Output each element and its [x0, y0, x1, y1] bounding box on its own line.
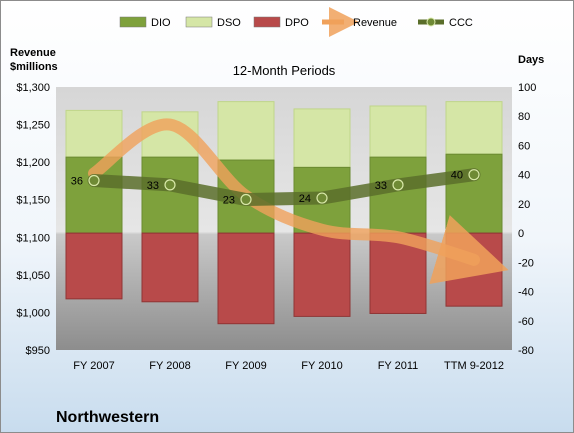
company-name: Northwestern	[56, 409, 159, 426]
category-label: FY 2010	[301, 360, 342, 372]
ccc-data-label: 23	[223, 195, 235, 207]
dio-bar	[445, 153, 503, 234]
left-tick-label: $1,050	[16, 270, 50, 282]
legend-label-ccc: CCC	[449, 17, 473, 29]
dio-bar	[141, 156, 199, 234]
legend-label-dso: DSO	[217, 17, 241, 29]
ccc-data-label: 24	[299, 193, 311, 205]
left-tick-label: $1,200	[16, 157, 50, 169]
dso-bar	[293, 108, 351, 168]
right-tick-label: 40	[518, 170, 530, 182]
legend-label-dpo: DPO	[285, 17, 309, 29]
right-axis-ticks: -80 -60 -40 -20 0 20 40 60 80 100	[518, 82, 536, 357]
ccc-point	[164, 179, 176, 191]
right-tick-label: -40	[518, 287, 534, 299]
ccc-data-label: 40	[451, 170, 463, 182]
legend-swatch-dso	[185, 16, 213, 28]
dpo-bar	[65, 232, 123, 300]
legend-swatch-dpo	[253, 16, 281, 28]
legend-swatch-dio	[119, 16, 147, 28]
legend: DIO DSO DPO Revenue CCC	[119, 7, 473, 37]
dpo-bar	[445, 232, 503, 307]
ccc-series: 36 33 23 24 33 40	[71, 168, 481, 207]
revenue-series	[88, 118, 509, 285]
dpo-bar	[141, 232, 199, 303]
right-axis-label: Days	[518, 54, 544, 66]
ccc-point	[316, 192, 328, 204]
left-tick-label: $1,300	[16, 82, 50, 94]
right-tick-label: 60	[518, 140, 530, 152]
category-labels: FY 2007 FY 2008 FY 2009 FY 2010 FY 2011 TTM 9…	[73, 360, 504, 372]
right-tick-label: -80	[518, 345, 534, 357]
left-axis-ticks: $950 $1,000 $1,050 $1,100 $1,150 $1,200 $1,250…	[16, 82, 50, 357]
dpo-bar	[293, 232, 351, 317]
left-tick-label: $950	[26, 345, 50, 357]
ccc-point	[88, 174, 100, 187]
left-tick-label: $1,250	[16, 120, 50, 132]
right-tick-label: 100	[518, 82, 536, 94]
legend-marker-ccc	[426, 17, 436, 27]
right-tick-label: 80	[518, 111, 530, 123]
dso-bar	[445, 101, 503, 155]
ccc-data-label: 33	[375, 180, 387, 192]
left-tick-label: $1,100	[16, 232, 50, 244]
category-label: FY 2011	[378, 360, 419, 372]
right-tick-label: 20	[518, 199, 530, 211]
right-tick-label: -20	[518, 257, 534, 269]
ccc-point	[240, 193, 252, 206]
dso-bar	[217, 101, 275, 161]
dio-bar	[369, 156, 427, 234]
category-label: TTM 9-2012	[444, 360, 504, 372]
ccc-data-label: 36	[71, 176, 83, 188]
revenue-line	[88, 118, 509, 285]
category-label: FY 2007	[73, 360, 114, 372]
left-axis-label-line1: Revenue	[10, 47, 56, 59]
right-tick-label: -60	[518, 316, 534, 328]
left-tick-label: $1,150	[16, 195, 50, 207]
left-tick-label: $1,000	[16, 307, 50, 319]
legend-label-revenue: Revenue	[353, 17, 397, 29]
dpo-bar	[217, 232, 275, 325]
category-label: FY 2008	[149, 360, 190, 372]
ccc-point	[392, 179, 404, 191]
ccc-data-label: 33	[147, 180, 159, 192]
right-tick-label: 0	[518, 228, 524, 240]
legend-label-dio: DIO	[151, 17, 171, 29]
dso-bar	[369, 105, 427, 158]
chart-title: 12-Month Periods	[233, 63, 336, 78]
ccc-point	[468, 169, 480, 181]
ccc-line	[87, 168, 481, 207]
category-label: FY 2009	[225, 360, 266, 372]
left-axis-label-line2: $millions	[10, 61, 58, 73]
